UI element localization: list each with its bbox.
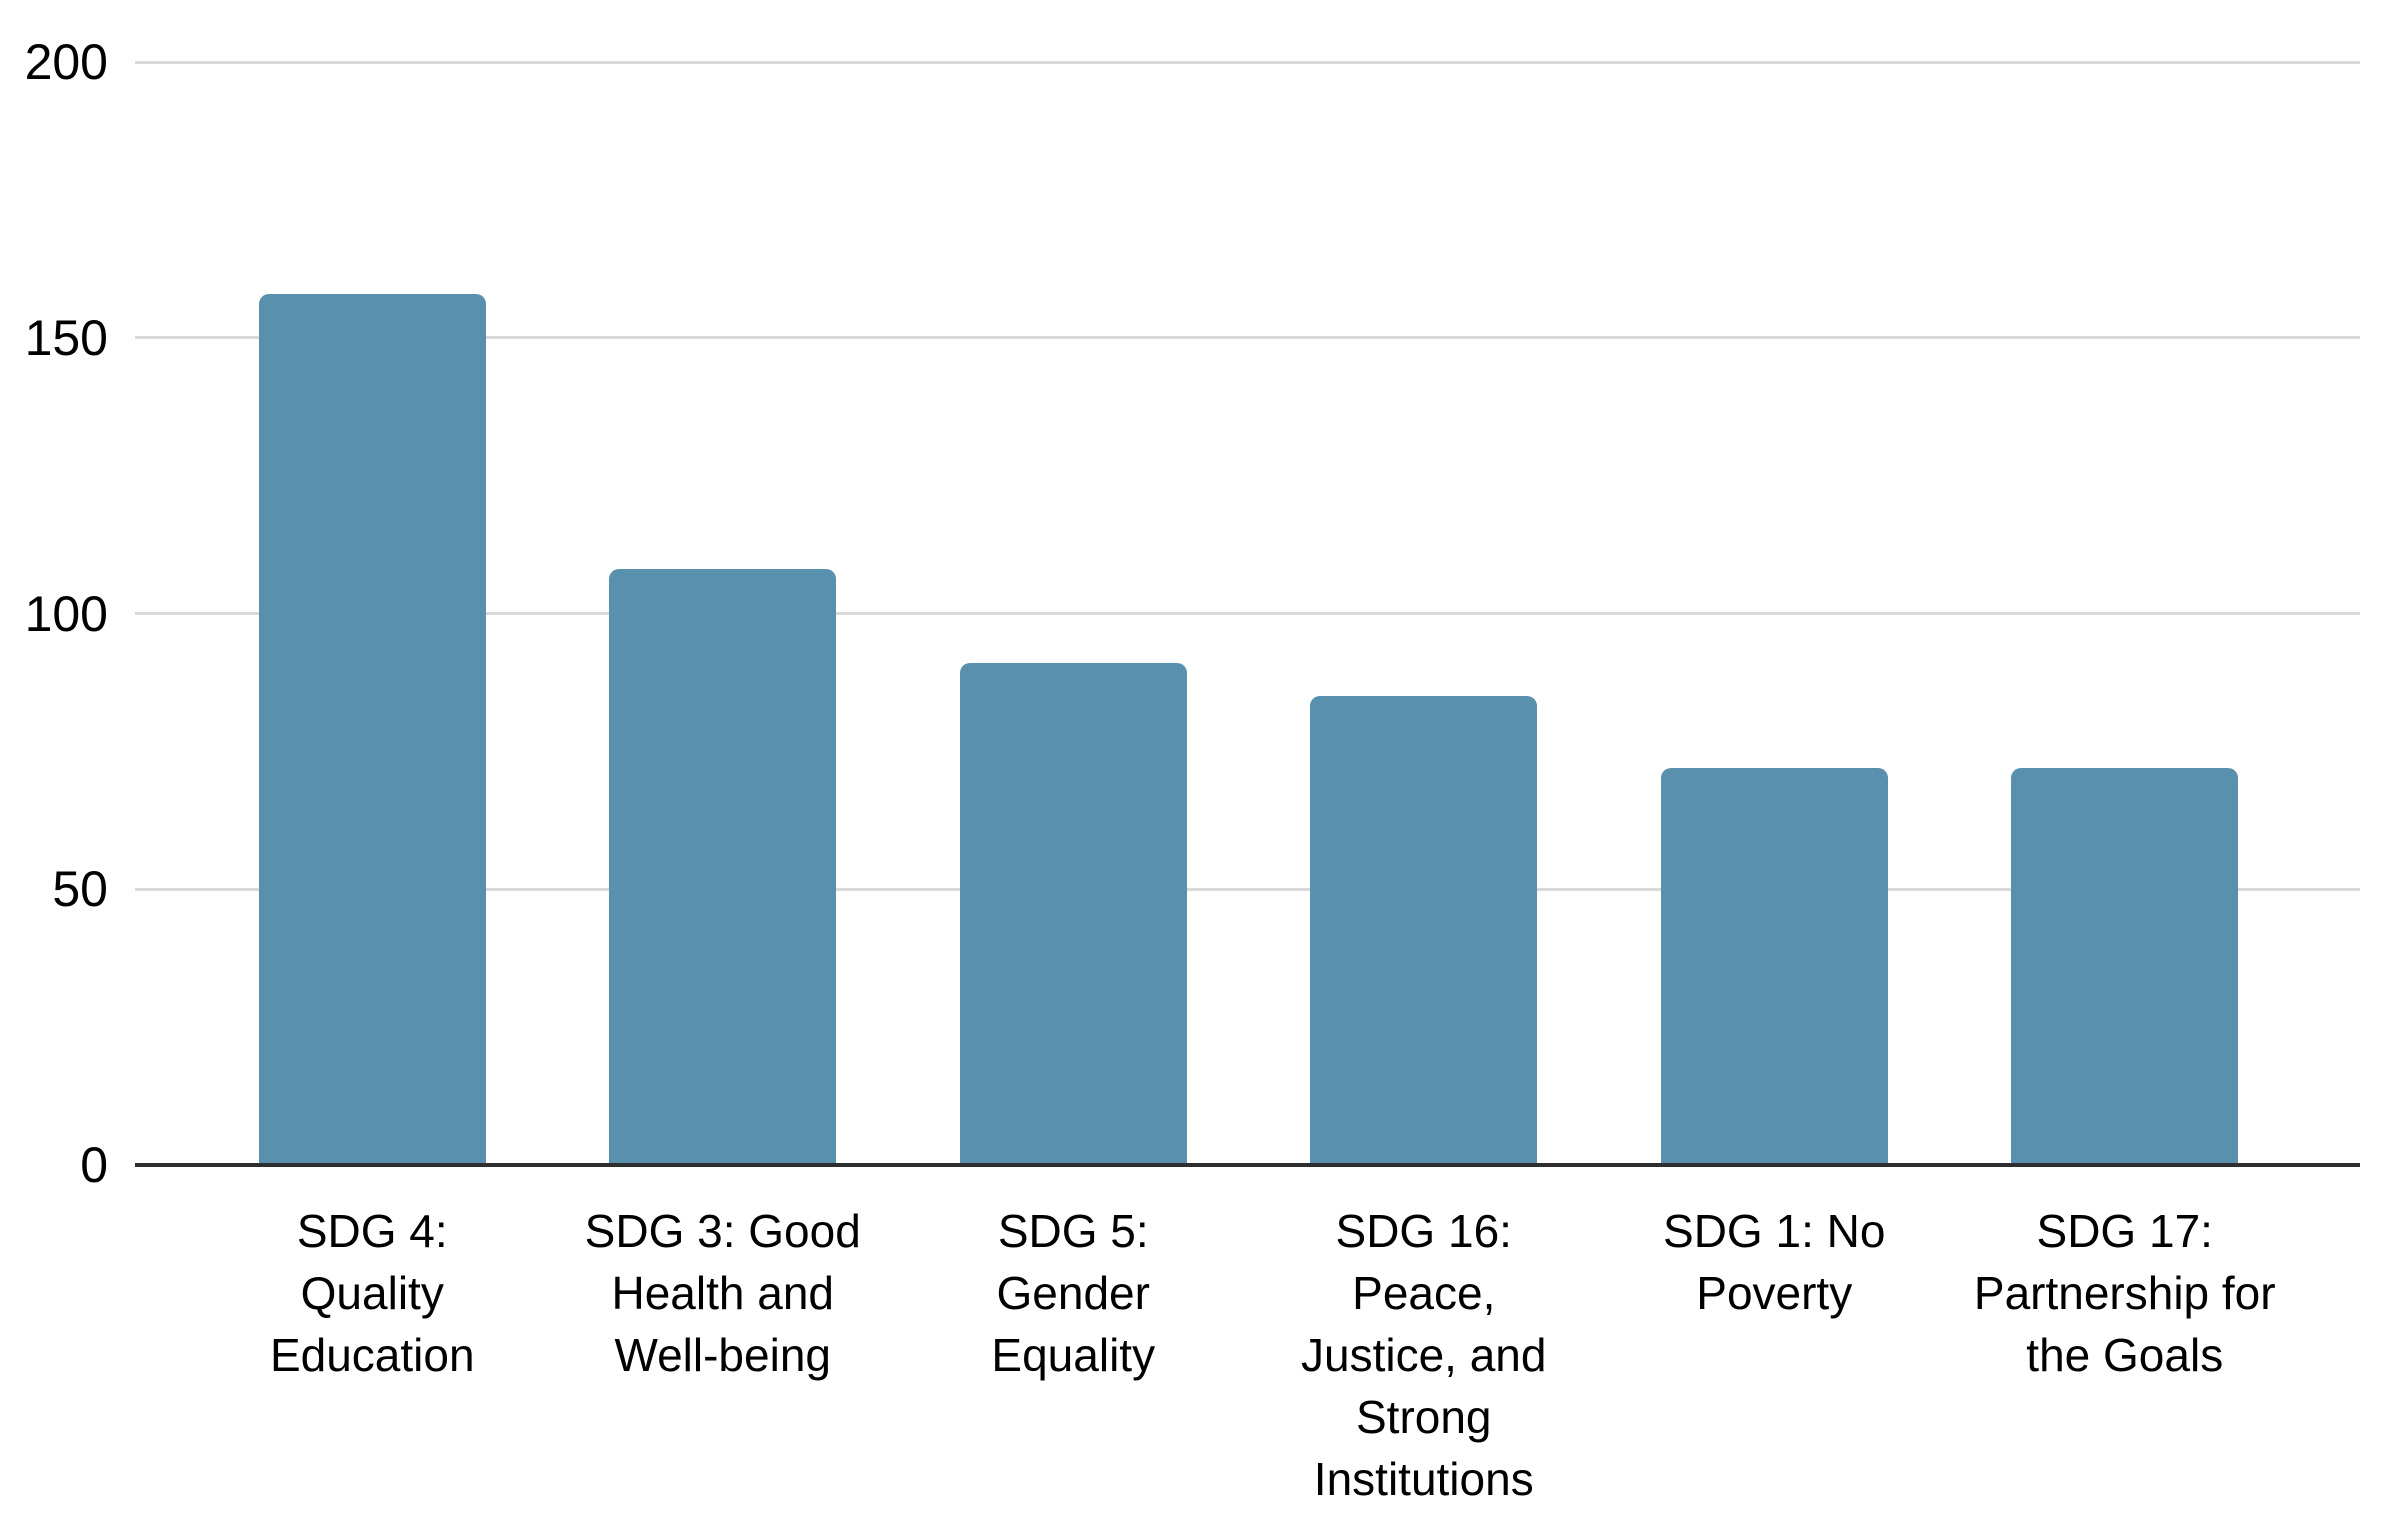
gridline [135, 60, 2360, 64]
bar [1310, 696, 1538, 1165]
y-axis-tick-label: 50 [52, 861, 108, 918]
x-axis-category-label: SDG 1: No Poverty [1663, 1205, 1886, 1319]
bar [609, 569, 837, 1165]
bar [959, 663, 1187, 1165]
x-axis-category-label: SDG 4: Quality Education [269, 1205, 475, 1381]
bar [258, 293, 486, 1165]
y-axis-tick-label: 200 [24, 34, 108, 90]
x-axis-category-label: SDG 16: Peace, Justice, and Strong Insti… [1301, 1205, 1547, 1505]
x-axis-category-label: SDG 17: Partnership for the Goals [1973, 1205, 2276, 1381]
y-axis-tick-label: 150 [24, 309, 108, 366]
x-axis-line [135, 1163, 2360, 1167]
gridline [135, 887, 2360, 891]
gridline [135, 612, 2360, 615]
bar [1660, 767, 1888, 1165]
y-axis-tick-label: 0 [80, 1137, 108, 1193]
gridline [135, 336, 2360, 340]
bar [2011, 767, 2239, 1165]
x-axis-category-label: SDG 5: Gender Equality [991, 1205, 1156, 1381]
x-axis-category-label: SDG 3: Good Health and Well-being [584, 1205, 861, 1381]
y-axis-tick-label: 100 [24, 585, 108, 642]
